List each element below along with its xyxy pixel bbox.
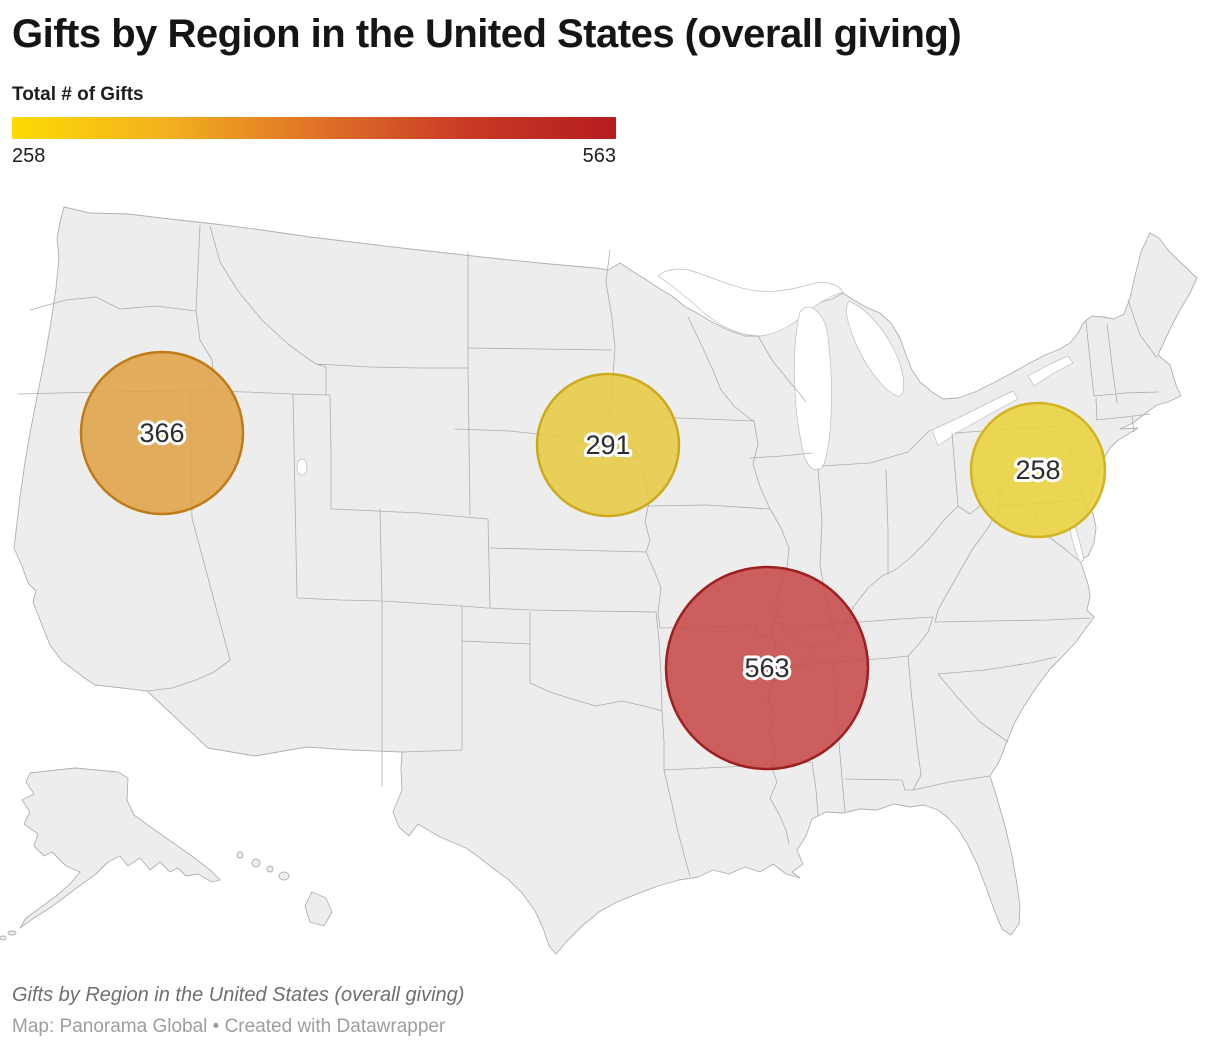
page-title: Gifts by Region in the United States (ov… [12,12,962,56]
alaska-shape [19,767,221,929]
footer-byline: Gifts by Region in the United States (ov… [12,984,465,1006]
region-symbol-west[interactable] [79,350,245,516]
region-symbols: 366 291 258 563 [79,350,1107,771]
region-value-label: 366 [139,418,184,448]
great-salt-lake [296,458,308,476]
lake-erie [931,390,1019,447]
region-symbol-south[interactable] [664,565,870,771]
color-legend: Total # of Gifts 258 563 [12,84,616,168]
legend-gradient-bar [12,117,616,139]
footer: Gifts by Region in the United States (ov… [12,984,1212,1038]
aleutian-island [7,930,17,936]
region-symbol-northeast[interactable] [969,401,1107,539]
header: Gifts by Region in the United States (ov… [12,12,1212,56]
lake-superior [657,268,844,337]
hawaii-islands [236,851,333,927]
footer-credit: Map: Panorama Global • Created with Data… [12,1016,446,1037]
us-map: 366 291 258 563 [0,206,1198,955]
region-value-label: 291 [585,430,630,460]
lake-ontario [1027,355,1074,387]
lake-michigan [793,306,832,471]
region-value-label: 258 [1015,455,1060,485]
region-symbol-midwest[interactable] [535,372,681,518]
legend-max-value: 563 [582,145,616,167]
region-value-label: 563 [744,653,789,683]
us-mainland-shape [13,206,1198,955]
legend-title: Total # of Gifts [12,84,144,105]
lake-huron [846,300,904,397]
aleutian-island [0,935,7,941]
legend-min-value: 258 [12,145,46,167]
legend-scale: 258 563 [12,145,616,168]
us-map-container: 366 291 258 563 [0,195,1220,970]
